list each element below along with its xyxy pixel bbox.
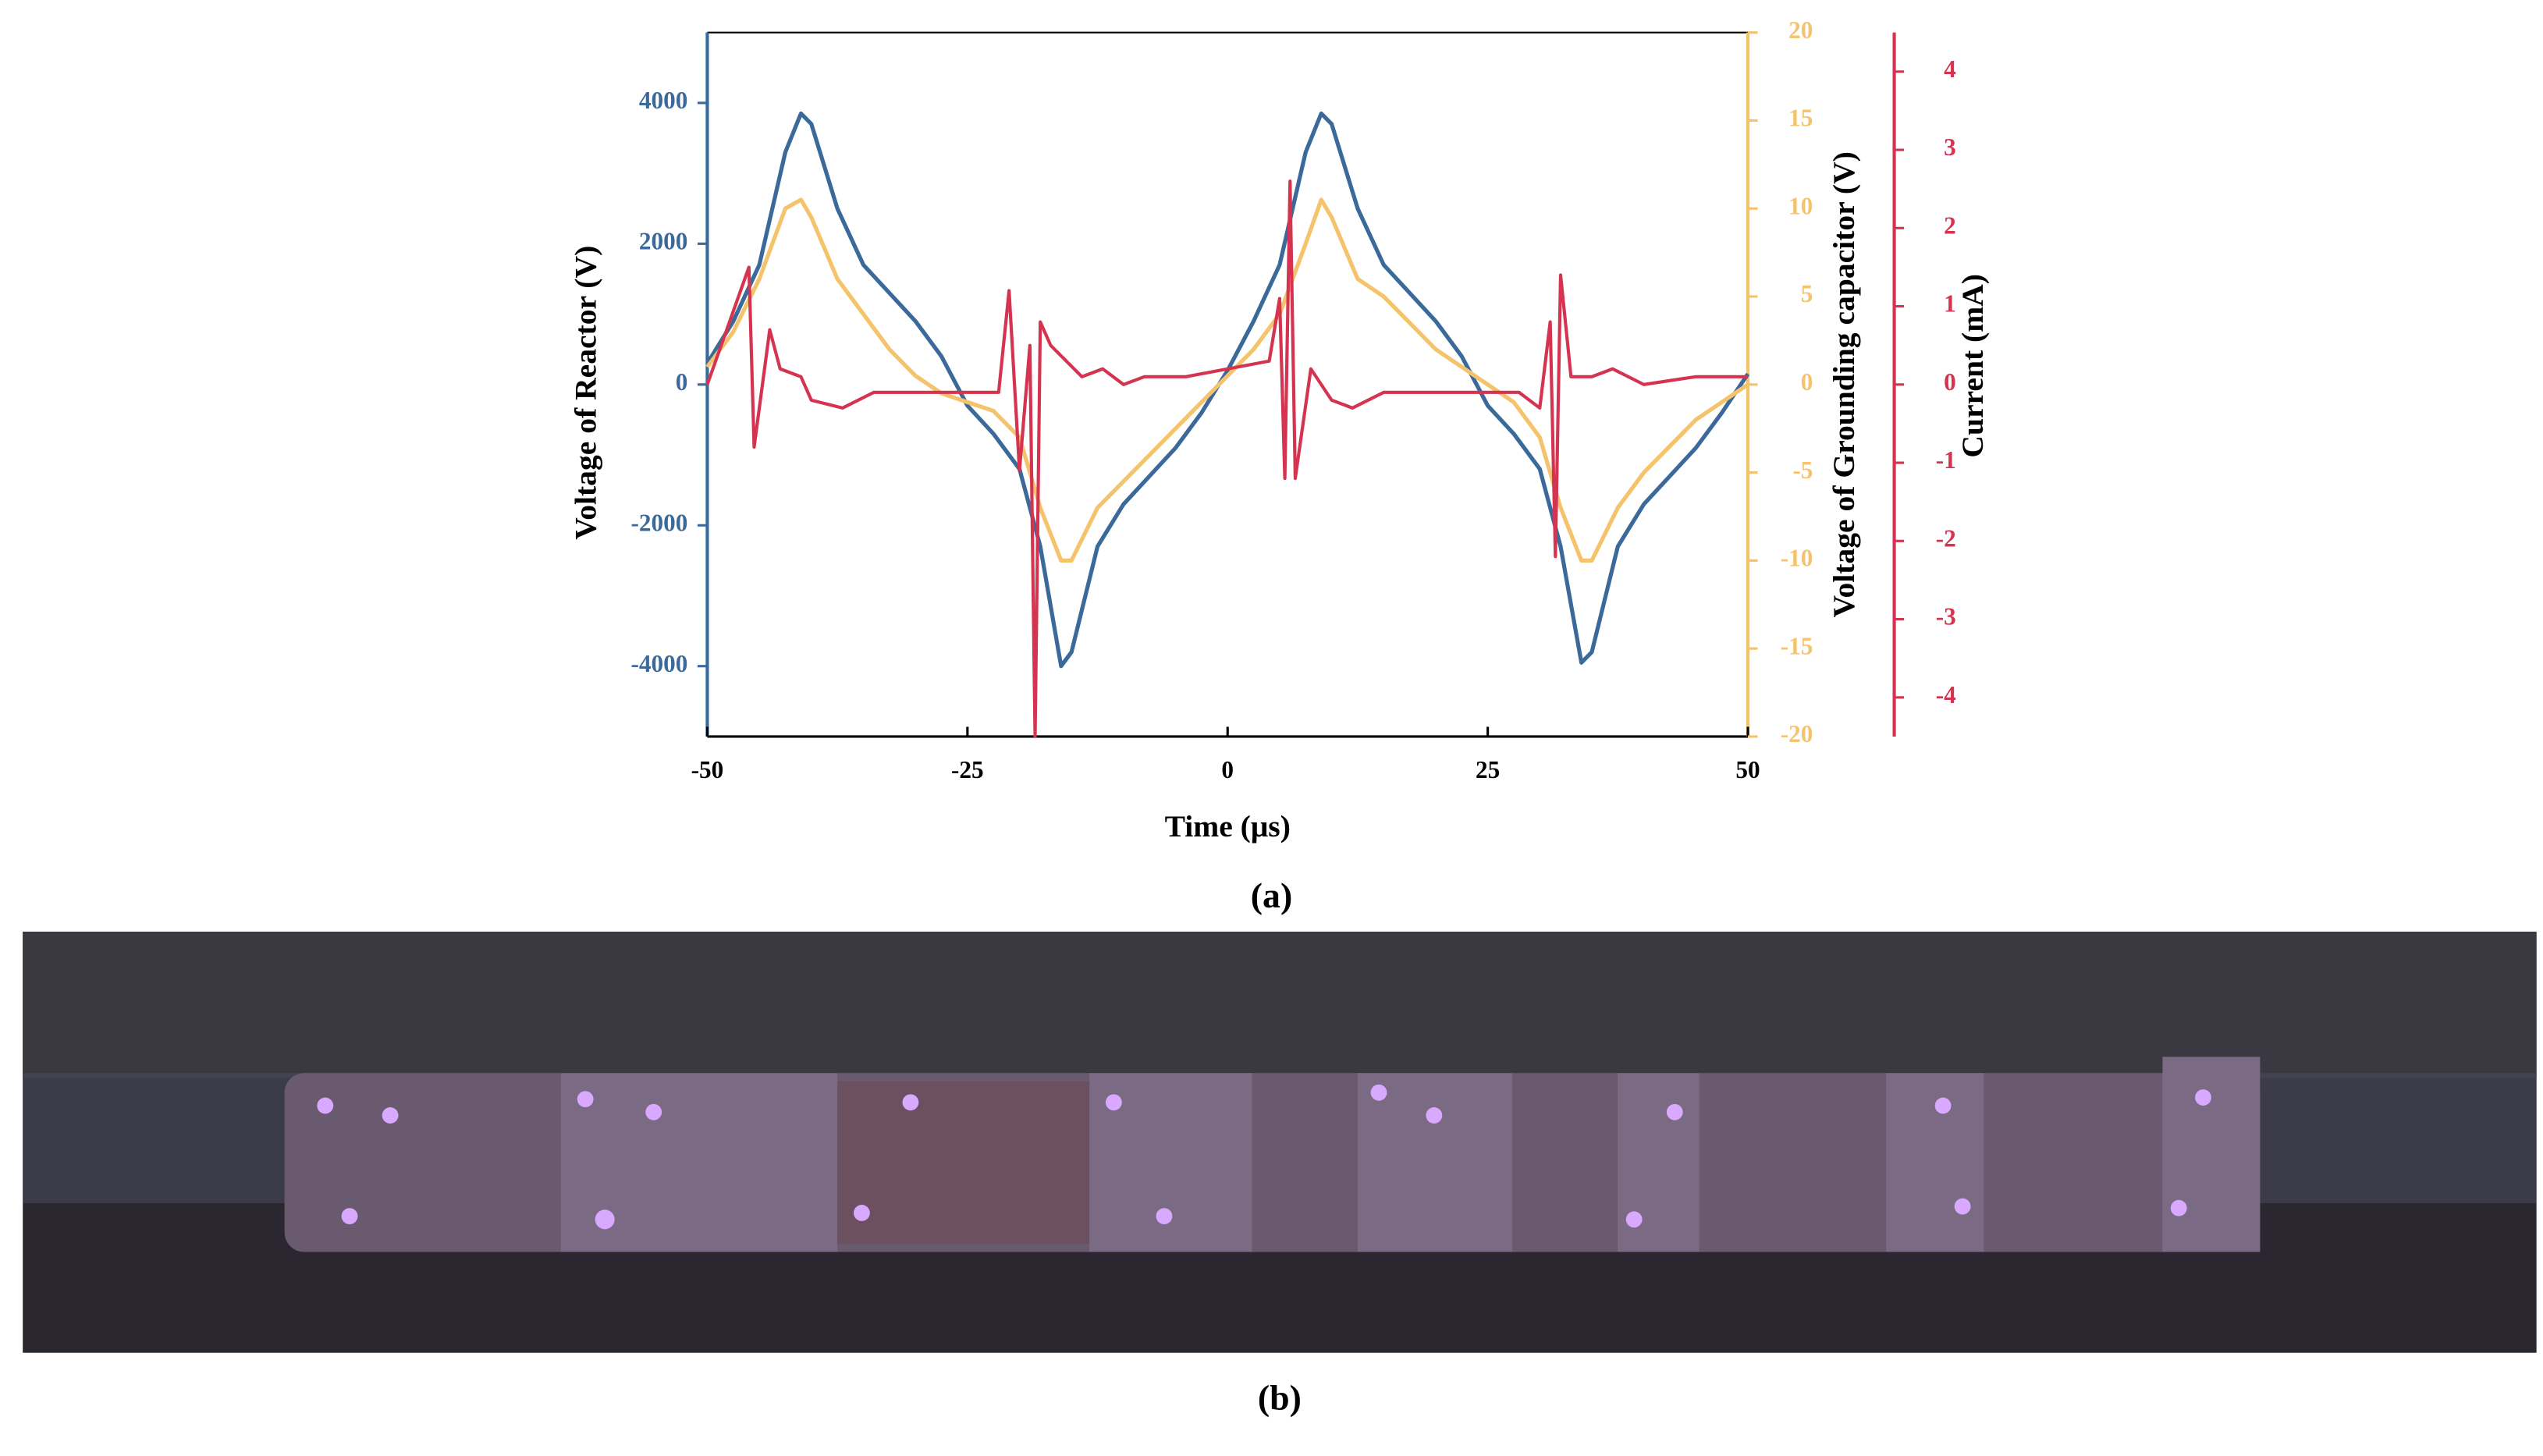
x-axis-title: Time (μs) [1165, 809, 1291, 843]
series-line [705, 179, 1749, 739]
x-tick-label: 25 [1476, 756, 1500, 783]
y-tick-label: 0 [1944, 368, 1956, 396]
series-line [705, 111, 1750, 669]
y-tick-label: 2 [1944, 211, 1956, 239]
x-tick-label: 0 [1221, 756, 1234, 783]
y-axis-title: Voltage of Reactor (V) [568, 246, 602, 540]
y-tick-label: -15 [1781, 632, 1813, 659]
y-tick-label: -2000 [631, 509, 688, 536]
y-tick-label: 0 [676, 368, 688, 396]
y-tick-label: 20 [1788, 16, 1813, 44]
y3-axis-title: Current (mA) [1955, 274, 1990, 458]
y-tick-label: -10 [1781, 545, 1813, 572]
x-tick-label: 50 [1735, 756, 1760, 783]
y-tick-label: 1 [1944, 290, 1956, 318]
y-tick-label: 2000 [639, 228, 687, 255]
y-tick-label: 3 [1944, 133, 1956, 161]
caption: (b) [1258, 1378, 1302, 1418]
y-tick-label: 5 [1801, 280, 1813, 307]
photo [23, 931, 2537, 1353]
y-tick-label: -3 [1936, 603, 1956, 630]
caption: (a) [1251, 875, 1292, 915]
y-tick-label: 15 [1788, 105, 1813, 132]
series-line [705, 197, 1749, 563]
y-tick-label: 4 [1944, 55, 1956, 83]
x-tick-label: -50 [691, 756, 724, 783]
y-tick-label: 10 [1788, 192, 1813, 219]
y-tick-label: -20 [1781, 720, 1813, 748]
x-tick-label: -25 [951, 756, 984, 783]
y-tick-label: 4000 [639, 87, 687, 114]
y-tick-label: -4000 [631, 650, 688, 677]
y-tick-label: -2 [1936, 524, 1956, 552]
y2-axis-title: Voltage of Grounding capacitor (V) [1827, 151, 1861, 617]
y-tick-label: -4 [1936, 681, 1956, 708]
y-tick-label: -1 [1936, 446, 1956, 474]
y-tick-label: -5 [1792, 456, 1813, 484]
y-tick-label: 0 [1801, 368, 1813, 396]
